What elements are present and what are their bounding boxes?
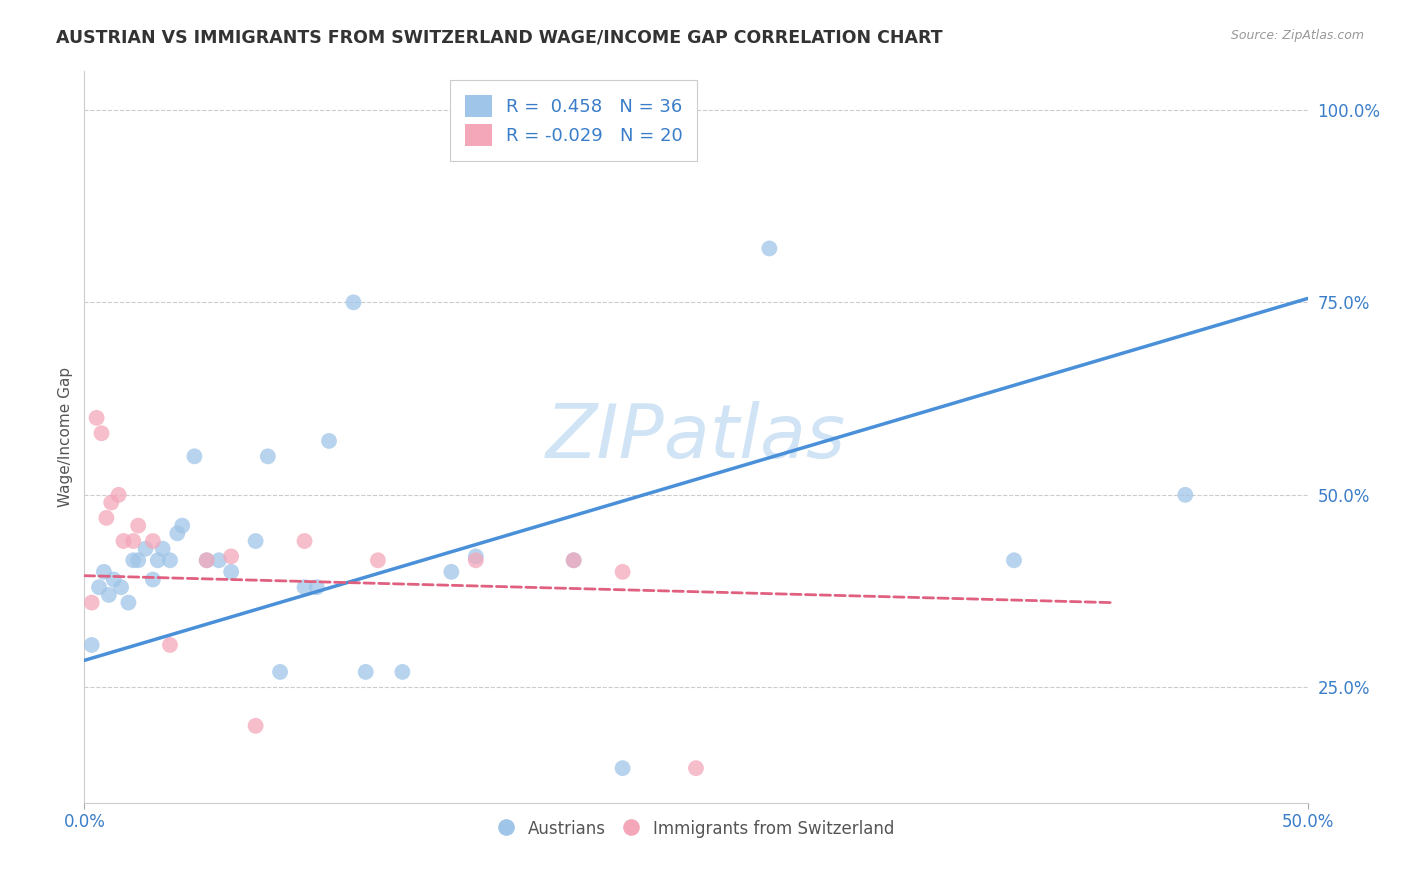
- Point: [245, 534, 267, 549]
- Point: [183, 450, 205, 464]
- Point: [562, 553, 585, 567]
- Y-axis label: Wage/Income Gap: Wage/Income Gap: [58, 367, 73, 508]
- Point: [122, 534, 145, 549]
- Point: [367, 553, 389, 567]
- Point: [219, 565, 242, 579]
- Point: [562, 553, 585, 567]
- Point: [142, 573, 165, 587]
- Point: [269, 665, 291, 679]
- Point: [440, 565, 463, 579]
- Point: [172, 518, 194, 533]
- Point: [342, 295, 364, 310]
- Point: [117, 596, 139, 610]
- Point: [354, 665, 377, 679]
- Point: [1174, 488, 1197, 502]
- Text: Source: ZipAtlas.com: Source: ZipAtlas.com: [1230, 29, 1364, 42]
- Point: [294, 534, 316, 549]
- Point: [135, 541, 157, 556]
- Point: [112, 534, 135, 549]
- Point: [159, 553, 181, 567]
- Point: [208, 553, 231, 567]
- Point: [96, 511, 118, 525]
- Point: [318, 434, 340, 448]
- Point: [90, 426, 112, 441]
- Point: [464, 553, 486, 567]
- Point: [758, 242, 780, 256]
- Point: [195, 553, 218, 567]
- Point: [305, 580, 328, 594]
- Text: AUSTRIAN VS IMMIGRANTS FROM SWITZERLAND WAGE/INCOME GAP CORRELATION CHART: AUSTRIAN VS IMMIGRANTS FROM SWITZERLAND …: [56, 29, 943, 46]
- Point: [612, 761, 634, 775]
- Point: [127, 553, 149, 567]
- Point: [103, 573, 125, 587]
- Point: [97, 588, 120, 602]
- Point: [1002, 553, 1025, 567]
- Point: [100, 495, 122, 509]
- Point: [612, 565, 634, 579]
- Point: [146, 553, 169, 567]
- Point: [294, 580, 316, 594]
- Point: [166, 526, 188, 541]
- Point: [127, 518, 149, 533]
- Point: [93, 565, 115, 579]
- Legend: Austrians, Immigrants from Switzerland: Austrians, Immigrants from Switzerland: [491, 812, 901, 846]
- Point: [87, 580, 110, 594]
- Point: [80, 638, 103, 652]
- Point: [142, 534, 165, 549]
- Point: [86, 410, 108, 425]
- Point: [159, 638, 181, 652]
- Point: [219, 549, 242, 564]
- Point: [152, 541, 174, 556]
- Point: [195, 553, 218, 567]
- Point: [107, 488, 129, 502]
- Point: [122, 553, 145, 567]
- Point: [110, 580, 132, 594]
- Point: [464, 549, 486, 564]
- Point: [257, 450, 280, 464]
- Text: ZIPatlas: ZIPatlas: [546, 401, 846, 473]
- Point: [80, 596, 103, 610]
- Point: [245, 719, 267, 733]
- Point: [391, 665, 413, 679]
- Point: [685, 761, 707, 775]
